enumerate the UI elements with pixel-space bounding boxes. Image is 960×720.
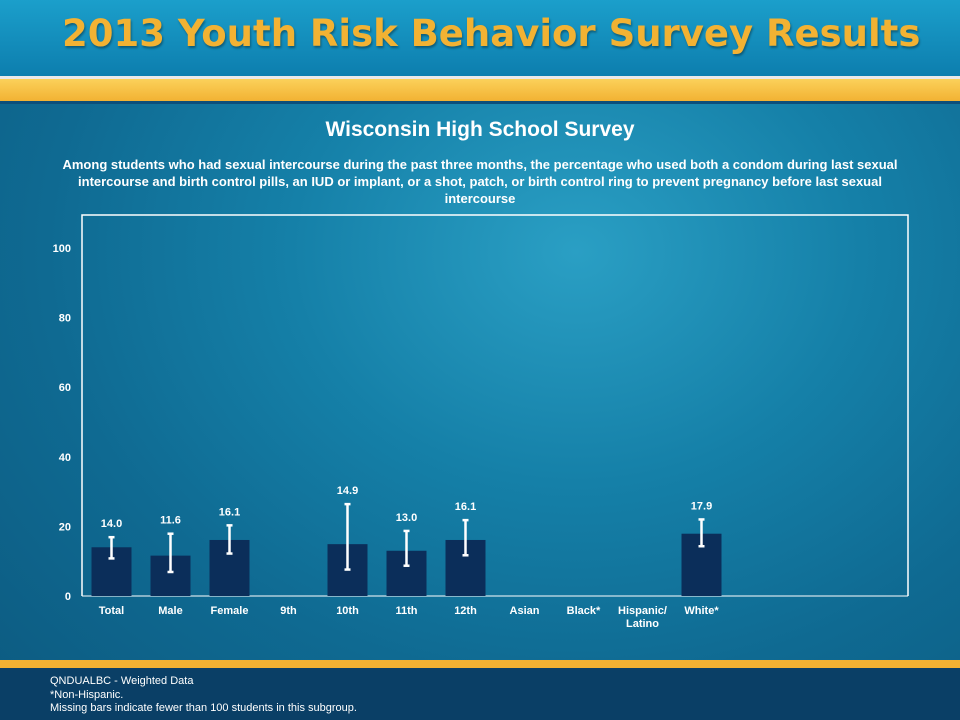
chart-title: Wisconsin High School Survey — [325, 118, 635, 141]
header-divider — [0, 76, 960, 79]
data-label: 13.0 — [396, 512, 417, 524]
x-tick-label: Asian — [510, 605, 540, 617]
x-tick-label: Hispanic/ — [618, 605, 667, 617]
y-tick-label: 60 — [59, 382, 71, 394]
plot-frame — [81, 214, 909, 596]
y-tick-label: 20 — [59, 521, 71, 533]
x-tick-label: Male — [158, 605, 182, 617]
x-tick-label: White* — [684, 605, 719, 617]
data-label: 14.9 — [337, 485, 358, 497]
chart-subtitle: Among students who had sexual intercours… — [62, 157, 898, 206]
x-tick-label: Total — [99, 605, 124, 617]
data-label: 16.1 — [455, 501, 476, 513]
x-tick-label: 11th — [395, 605, 417, 617]
footer-missing-note: Missing bars indicate fewer than 100 stu… — [50, 702, 357, 714]
data-label: 14.0 — [101, 518, 122, 530]
footer-gold-band — [0, 660, 960, 668]
x-tick-label: 10th — [336, 605, 359, 617]
header-blue-rule — [0, 101, 960, 104]
data-label: 16.1 — [219, 506, 240, 518]
footer-nonhispanic-note: *Non-Hispanic. — [50, 688, 124, 701]
header-bar: 2013 Youth Risk Behavior Survey Results — [0, 0, 960, 76]
data-label: 17.9 — [691, 500, 712, 512]
header-gold-band — [0, 79, 960, 101]
y-tick-label: 40 — [59, 452, 71, 464]
footer-variable-note: QNDUALBC - Weighted Data — [50, 675, 194, 687]
x-tick-label: 12th — [454, 605, 477, 617]
bar-chart: 0 20 40 60 80 100 Total 14.0 Male 11.6 Female 16.1 9… — [53, 214, 909, 630]
footer-notes: QNDUALBC - Weighted Data *Non-Hispanic. … — [50, 675, 357, 716]
x-tick-label: Female — [211, 605, 249, 617]
x-tick-label: 9th — [280, 605, 297, 617]
y-tick-label: 80 — [59, 313, 71, 325]
y-tick-label: 100 — [53, 243, 71, 255]
x-tick-label: Latino — [626, 618, 659, 630]
page-title: 2013 Youth Risk Behavior Survey Results — [62, 12, 921, 55]
y-tick-label: 0 — [65, 591, 71, 603]
data-label: 11.6 — [160, 515, 181, 527]
footer-bar — [0, 668, 960, 720]
x-tick-label: Black* — [567, 605, 601, 617]
